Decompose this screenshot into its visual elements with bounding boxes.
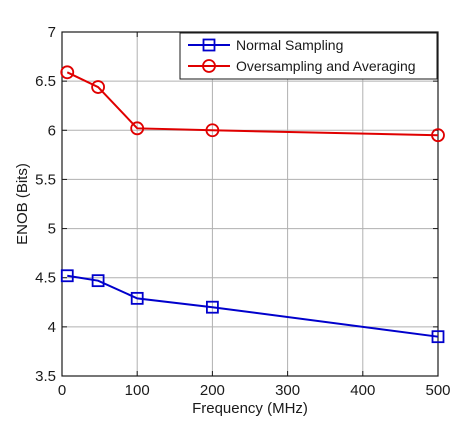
- data-point-square: [130, 291, 144, 305]
- x-tick-label: 500: [425, 382, 450, 399]
- legend-box: [179, 32, 438, 80]
- series-line: [66, 71, 439, 137]
- data-point-circle: [431, 128, 445, 143]
- y-tick-label: 4.5: [35, 270, 56, 287]
- x-axis-label: Frequency (MHz): [192, 400, 308, 417]
- legend: Normal Sampling Oversampling and Averagin…: [179, 32, 438, 80]
- data-point-square: [60, 269, 74, 283]
- y-tick-label: 7: [48, 24, 56, 41]
- data-point-circle: [91, 80, 105, 94]
- data-point-square: [205, 300, 219, 314]
- data-point-circle: [130, 121, 145, 136]
- legend-label: Oversampling and Averaging: [236, 58, 416, 74]
- y-tick-label: 6: [48, 122, 56, 139]
- x-tick-label: 300: [275, 382, 300, 399]
- x-tick-label: 0: [58, 382, 66, 399]
- data-point-circle: [205, 123, 220, 138]
- series: [60, 65, 445, 344]
- y-tick-label: 3.5: [35, 368, 56, 385]
- x-tick-label: 400: [350, 382, 375, 399]
- y-tick-label: 5.5: [35, 171, 56, 188]
- series-0: [60, 269, 445, 344]
- y-axis-label: ENOB (Bits): [14, 163, 31, 245]
- grid: [62, 32, 438, 376]
- data-point-circle: [202, 59, 216, 73]
- y-tick-label: 4: [48, 319, 56, 336]
- tick-labels: 0 100 200 300 400 500 3.5 4 4.5 5 5.5 6 6.5 7: [35, 24, 450, 399]
- data-point-square: [431, 330, 445, 344]
- series-1: [60, 65, 445, 143]
- legend-item: Normal Sampling: [188, 37, 343, 53]
- data-point-circle: [60, 65, 75, 80]
- legend-label: Normal Sampling: [236, 37, 343, 53]
- legend-item: Oversampling and Averaging: [188, 58, 416, 74]
- y-tick-label: 6.5: [35, 73, 56, 90]
- x-tick-label: 200: [200, 382, 225, 399]
- data-point-square: [202, 38, 216, 52]
- data-point-square: [91, 274, 105, 288]
- x-tick-label: 100: [125, 382, 150, 399]
- series-line: [67, 274, 439, 338]
- y-tick-label: 5: [48, 221, 56, 238]
- plot-frame: [61, 31, 439, 377]
